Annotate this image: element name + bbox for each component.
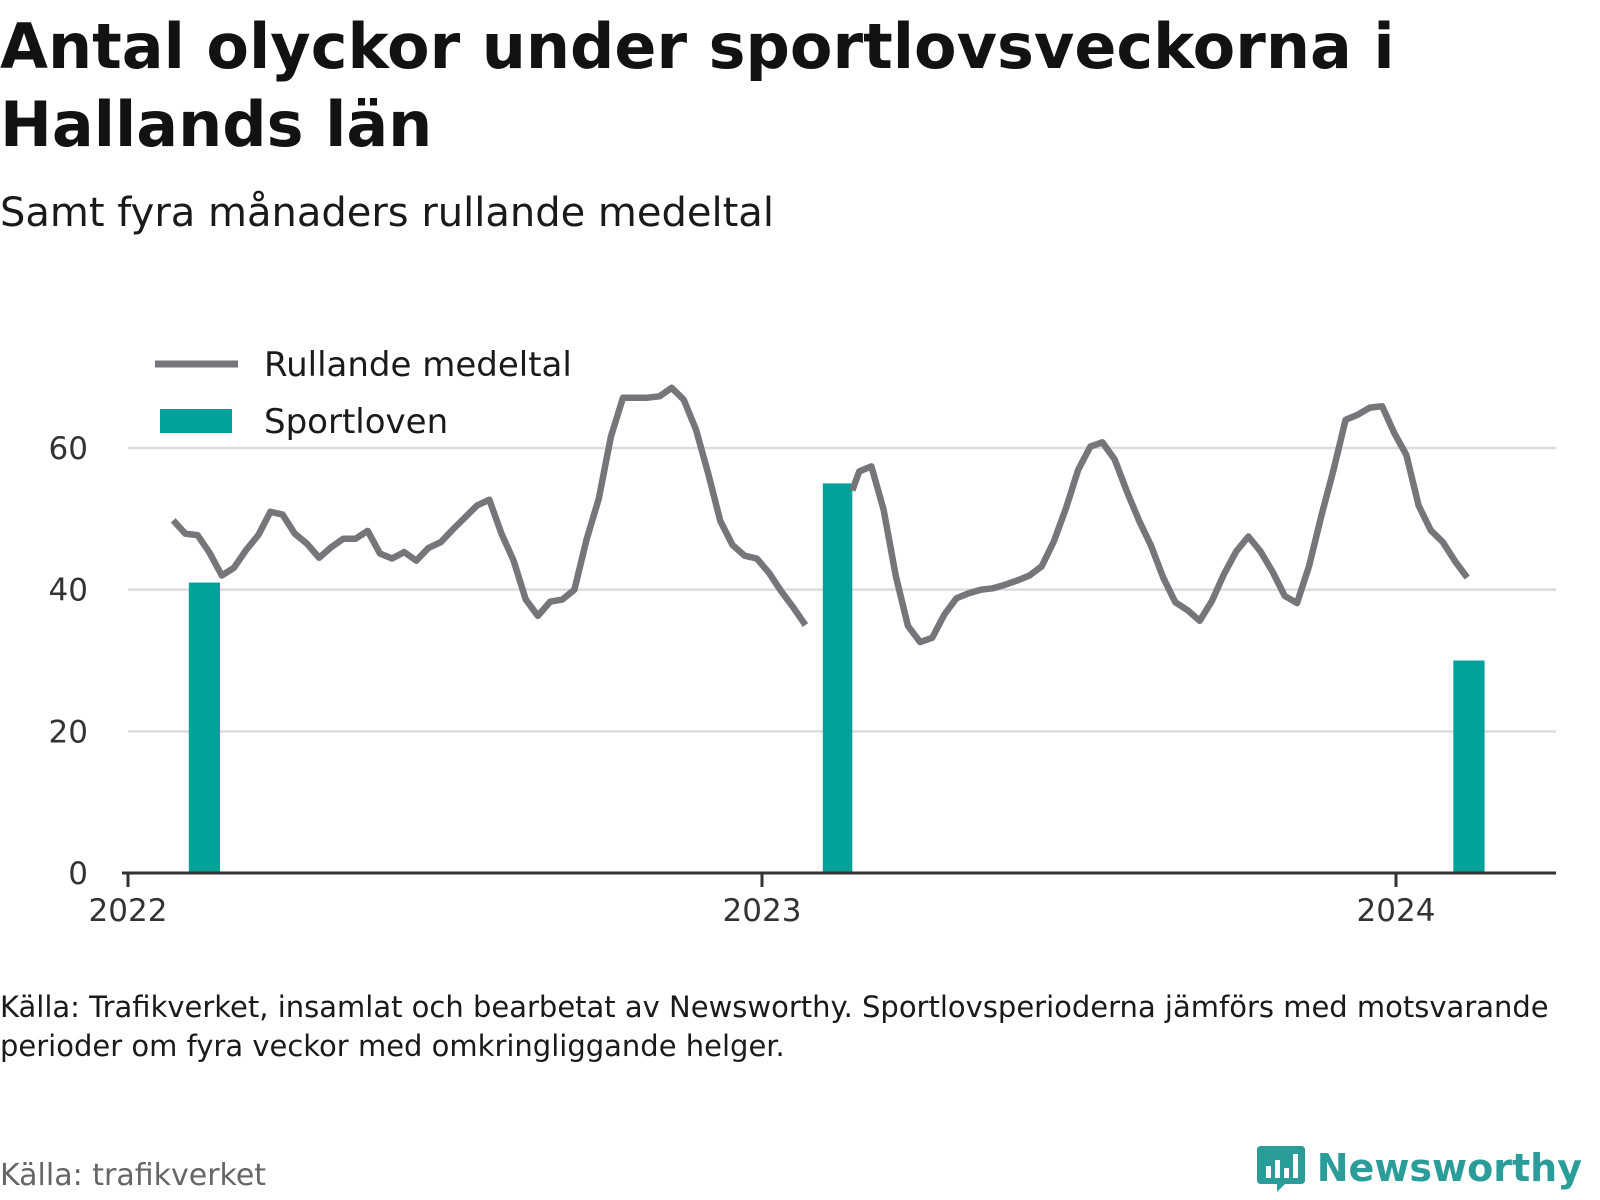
y-tick-label: 40	[49, 573, 88, 609]
x-tick-label: 2024	[1357, 893, 1436, 929]
x-tick-label: 2023	[723, 893, 802, 929]
bar-chart-speech-bubble-icon	[1256, 1146, 1305, 1192]
bar-sportloven-2	[822, 483, 853, 873]
bar-sportloven-3	[1453, 660, 1485, 873]
y-tick-label: 20	[49, 714, 88, 750]
chart-subtitle: Samt fyra månaders rullande medeltal	[0, 190, 774, 236]
brand-logo: Newsworthy	[1255, 1142, 1582, 1194]
chart-title: Antal olyckor under sportlovsveckorna i …	[0, 10, 1395, 161]
axes: 0 20 40 60 2022 2023 2024	[49, 431, 1556, 929]
y-tick-label: 0	[68, 856, 88, 892]
legend-swatch-bar	[160, 409, 232, 433]
bars-sportloven	[188, 483, 1485, 873]
legend: Rullande medeltal Sportloven	[140, 330, 600, 445]
bar-sportloven-1	[188, 582, 221, 873]
legend-label: Sportloven	[264, 402, 448, 442]
line-segment-2	[849, 402, 1470, 646]
y-tick-label: 60	[49, 431, 88, 467]
line-segment-1	[170, 384, 809, 627]
chart-area: 0 20 40 60 2022 2023 2024 Rullande medeltal Spo…	[49, 330, 1556, 929]
footnote: Källa: Trafikverket, insamlat och bearbe…	[0, 990, 1549, 1063]
source-label: Källa: trafikverket	[0, 1158, 267, 1193]
line-rullande-medeltal	[170, 384, 1470, 646]
x-tick-label: 2022	[89, 893, 168, 929]
legend-label: Rullande medeltal	[264, 345, 572, 385]
brand-name: Newsworthy	[1316, 1146, 1582, 1190]
